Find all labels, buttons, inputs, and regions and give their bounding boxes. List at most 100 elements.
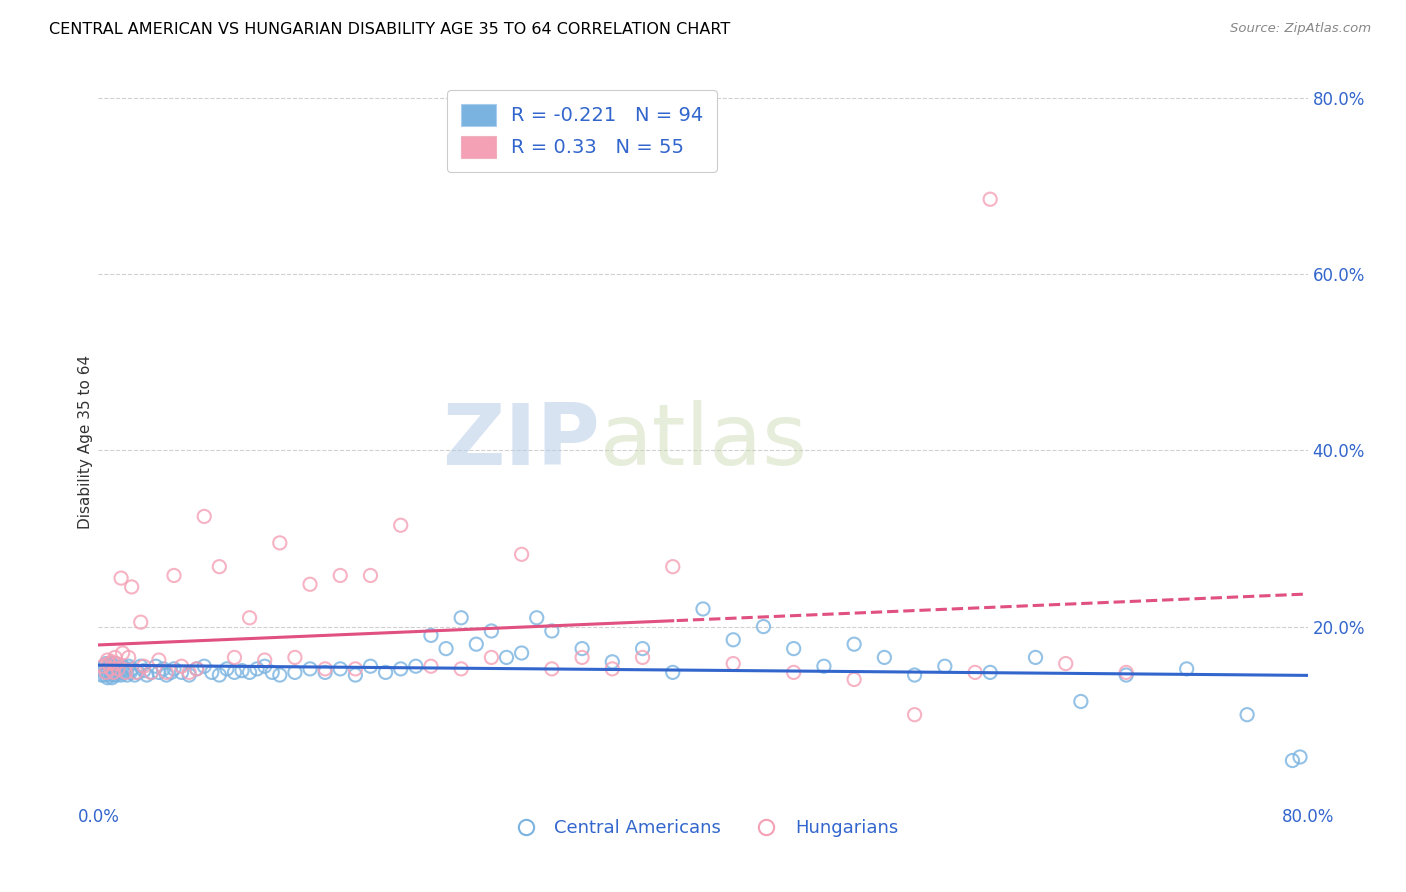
Point: [481, 650, 503, 665]
Point: [163, 662, 186, 676]
Point: [540, 624, 562, 638]
Point: [420, 659, 443, 673]
Point: [104, 650, 127, 665]
Point: [208, 559, 231, 574]
Point: [91, 664, 114, 678]
Point: [110, 668, 132, 682]
Point: [224, 665, 246, 680]
Point: [979, 192, 1001, 206]
Point: [1289, 750, 1312, 764]
Point: [329, 568, 352, 582]
Point: [141, 665, 163, 680]
Point: [1024, 650, 1046, 665]
Point: [132, 659, 155, 673]
Point: [100, 657, 122, 671]
Point: [246, 662, 269, 676]
Point: [170, 659, 193, 673]
Point: [434, 641, 457, 656]
Point: [344, 668, 367, 682]
Point: [314, 662, 336, 676]
Point: [96, 671, 118, 685]
Point: [155, 668, 177, 682]
Point: [602, 662, 624, 676]
Point: [904, 707, 927, 722]
Point: [121, 580, 143, 594]
Point: [360, 659, 382, 673]
Point: [510, 646, 533, 660]
Point: [114, 665, 136, 680]
Point: [526, 611, 548, 625]
Point: [1115, 668, 1137, 682]
Point: [420, 628, 443, 642]
Point: [540, 662, 562, 676]
Point: [94, 665, 117, 680]
Point: [215, 662, 238, 676]
Point: [148, 653, 170, 667]
Point: [118, 650, 141, 665]
Point: [752, 619, 775, 633]
Point: [124, 668, 146, 682]
Point: [344, 662, 367, 676]
Point: [104, 657, 127, 671]
Point: [661, 665, 683, 680]
Text: ZIP: ZIP: [443, 400, 600, 483]
Point: [299, 662, 322, 676]
Point: [269, 536, 291, 550]
Point: [239, 665, 262, 680]
Point: [186, 662, 208, 676]
Y-axis label: Disability Age 35 to 64: Disability Age 35 to 64: [77, 354, 93, 529]
Point: [101, 655, 124, 669]
Point: [186, 662, 208, 676]
Point: [103, 668, 125, 682]
Point: [100, 662, 122, 676]
Point: [160, 665, 183, 680]
Point: [127, 665, 149, 680]
Point: [103, 665, 125, 680]
Point: [450, 662, 472, 676]
Point: [262, 665, 284, 680]
Point: [145, 659, 167, 673]
Point: [965, 665, 987, 680]
Point: [360, 568, 382, 582]
Point: [631, 650, 654, 665]
Point: [389, 518, 412, 533]
Point: [170, 665, 193, 680]
Point: [193, 659, 215, 673]
Point: [1175, 662, 1198, 676]
Text: CENTRAL AMERICAN VS HUNGARIAN DISABILITY AGE 35 TO 64 CORRELATION CHART: CENTRAL AMERICAN VS HUNGARIAN DISABILITY…: [49, 22, 731, 37]
Point: [98, 659, 121, 673]
Point: [141, 665, 163, 680]
Point: [101, 671, 124, 685]
Point: [1115, 665, 1137, 680]
Point: [602, 655, 624, 669]
Point: [813, 659, 835, 673]
Point: [253, 659, 276, 673]
Point: [374, 665, 396, 680]
Point: [90, 668, 112, 682]
Point: [129, 615, 152, 630]
Point: [129, 659, 152, 673]
Point: [873, 650, 896, 665]
Point: [844, 673, 866, 687]
Point: [329, 662, 352, 676]
Point: [1281, 754, 1303, 768]
Point: [934, 659, 956, 673]
Point: [631, 641, 654, 656]
Point: [115, 668, 138, 682]
Point: [107, 662, 129, 676]
Point: [125, 665, 148, 680]
Point: [132, 664, 155, 678]
Point: [450, 611, 472, 625]
Point: [179, 665, 201, 680]
Point: [101, 662, 124, 676]
Point: [1236, 707, 1258, 722]
Point: [135, 668, 157, 682]
Point: [979, 665, 1001, 680]
Point: [208, 668, 231, 682]
Point: [904, 668, 927, 682]
Point: [179, 668, 201, 682]
Point: [224, 650, 246, 665]
Point: [465, 637, 488, 651]
Point: [571, 641, 593, 656]
Point: [284, 665, 307, 680]
